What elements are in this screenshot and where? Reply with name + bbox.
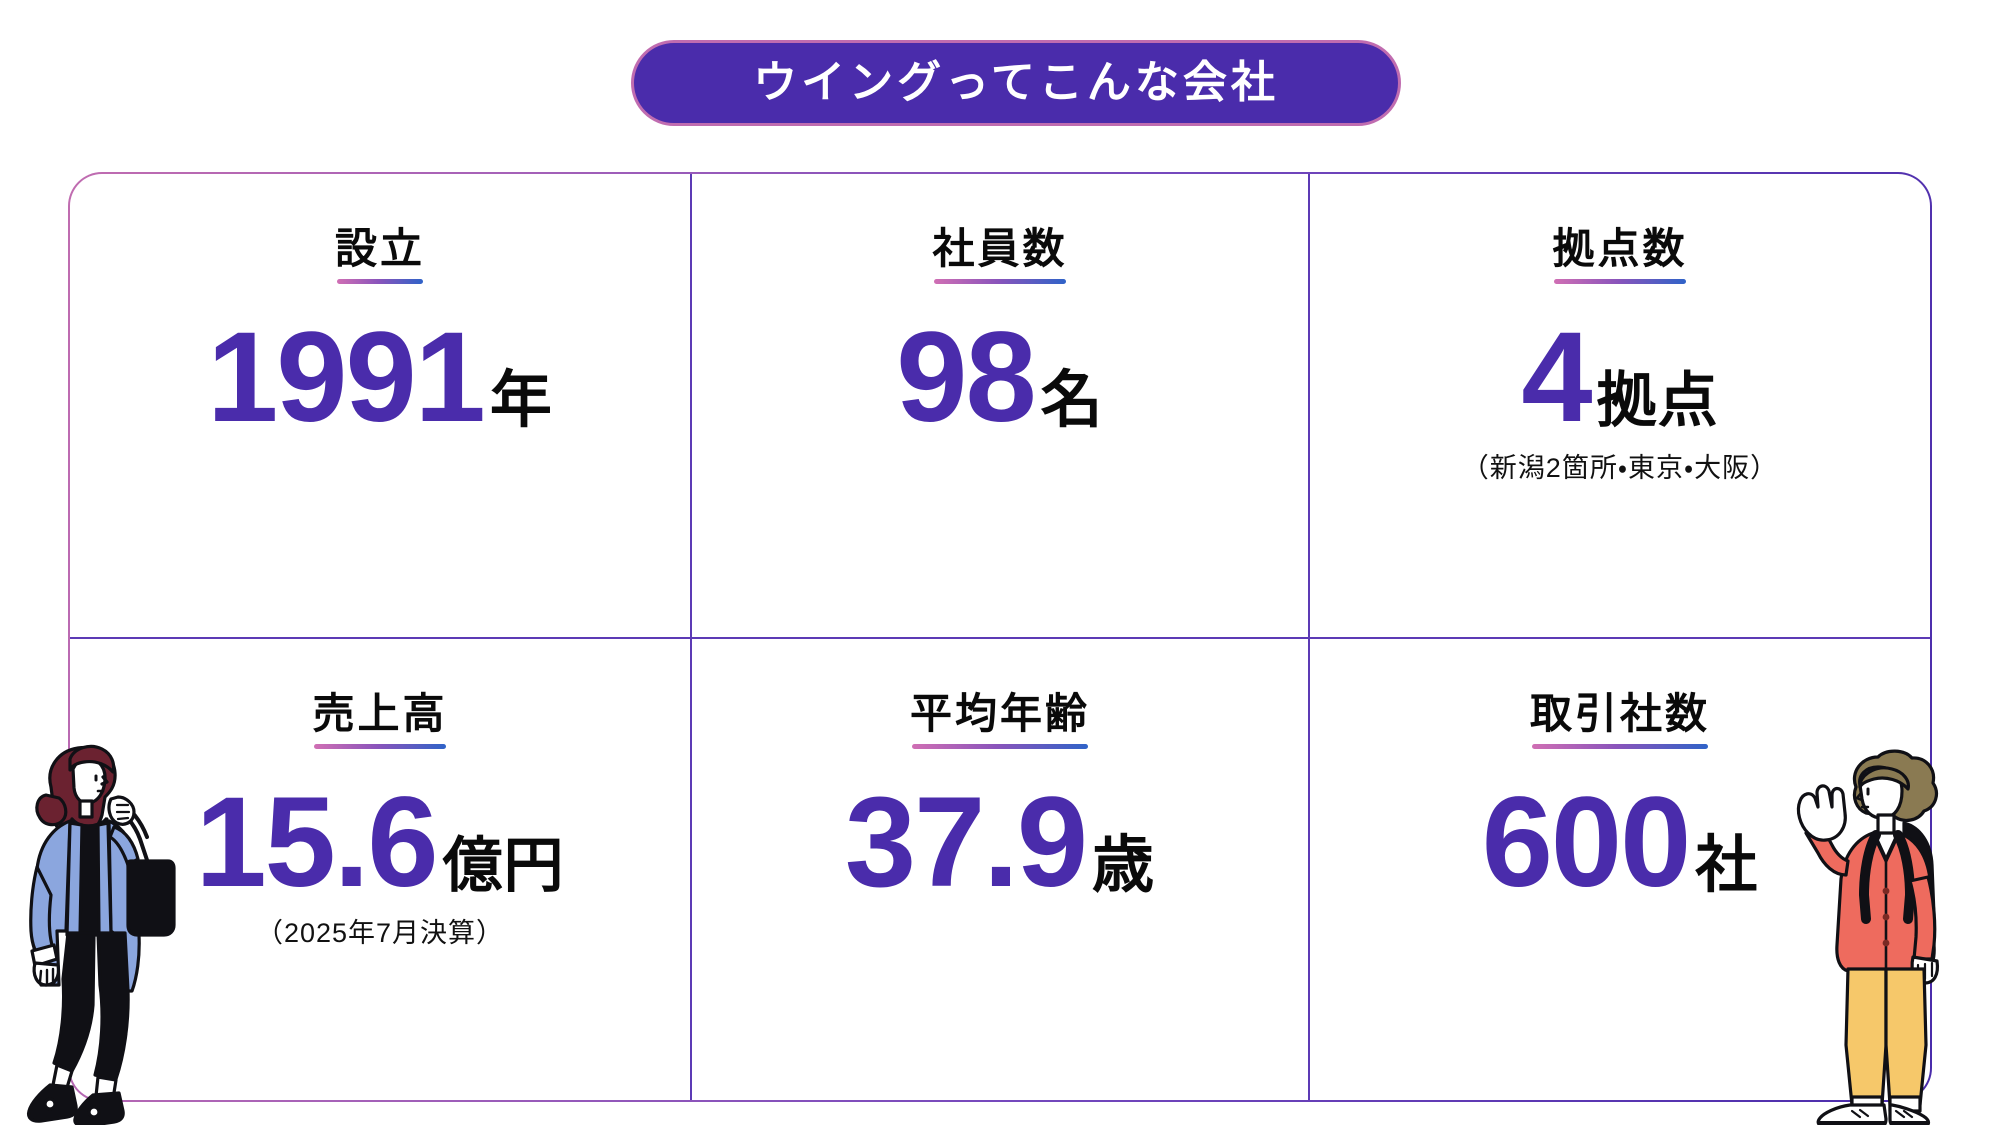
- stat-label: 売上高: [312, 690, 447, 750]
- stat-number: 600: [1481, 771, 1692, 915]
- stat-label: 平均年齢: [910, 690, 1090, 750]
- stat-number: 15.6: [195, 771, 438, 915]
- stat-unit: 拠点: [1596, 367, 1719, 435]
- stat-number: 37.9: [844, 771, 1088, 915]
- stat-note: （新潟2箇所・東京・大阪）: [1461, 453, 1779, 484]
- stat-value: 98 名: [896, 314, 1103, 442]
- stat-cell-revenue: 売上高 15.6 億円 （2025年7月決算）: [70, 637, 690, 1100]
- stat-number: 4: [1521, 306, 1592, 450]
- stat-value: 600 社: [1482, 779, 1759, 907]
- stat-cell-clients: 取引社数 600 社: [1310, 637, 1930, 1100]
- stat-unit: 社: [1695, 831, 1759, 901]
- stats-frame: 設立 1991 年 社員数 98 名: [68, 172, 1932, 1102]
- stat-label: 設立: [335, 225, 425, 285]
- stat-number: 98: [896, 306, 1036, 450]
- stat-value: 15.6 億円: [195, 779, 564, 907]
- stat-value: 37.9 歳: [845, 779, 1155, 907]
- stat-cell-founded: 設立 1991 年: [70, 174, 690, 637]
- stats-frame-inner: 設立 1991 年 社員数 98 名: [70, 174, 1930, 1100]
- stat-note: （2025年7月決算）: [255, 918, 505, 949]
- stat-number: 1991: [207, 306, 486, 450]
- stats-grid: 設立 1991 年 社員数 98 名: [70, 174, 1930, 1100]
- stat-label: 取引社数: [1530, 690, 1710, 750]
- stat-value: 1991 年: [207, 314, 553, 442]
- stat-unit: 億円: [442, 832, 565, 900]
- section-title-text: ウイングってこんな会社: [753, 58, 1279, 107]
- stat-cell-average-age: 平均年齢 37.9 歳: [690, 637, 1310, 1100]
- stat-label: 社員数: [932, 225, 1067, 285]
- stat-cell-locations: 拠点数 4 拠点 （新潟2箇所・東京・大阪）: [1310, 174, 1930, 637]
- section-title-pill: ウイングってこんな会社: [631, 40, 1401, 126]
- stat-unit: 年: [489, 366, 553, 436]
- stat-cell-employees: 社員数 98 名: [690, 174, 1310, 637]
- stat-unit: 名: [1040, 366, 1104, 436]
- stat-label: 拠点数: [1552, 225, 1687, 285]
- stat-unit: 歳: [1092, 831, 1156, 901]
- stat-value: 4 拠点: [1521, 314, 1718, 442]
